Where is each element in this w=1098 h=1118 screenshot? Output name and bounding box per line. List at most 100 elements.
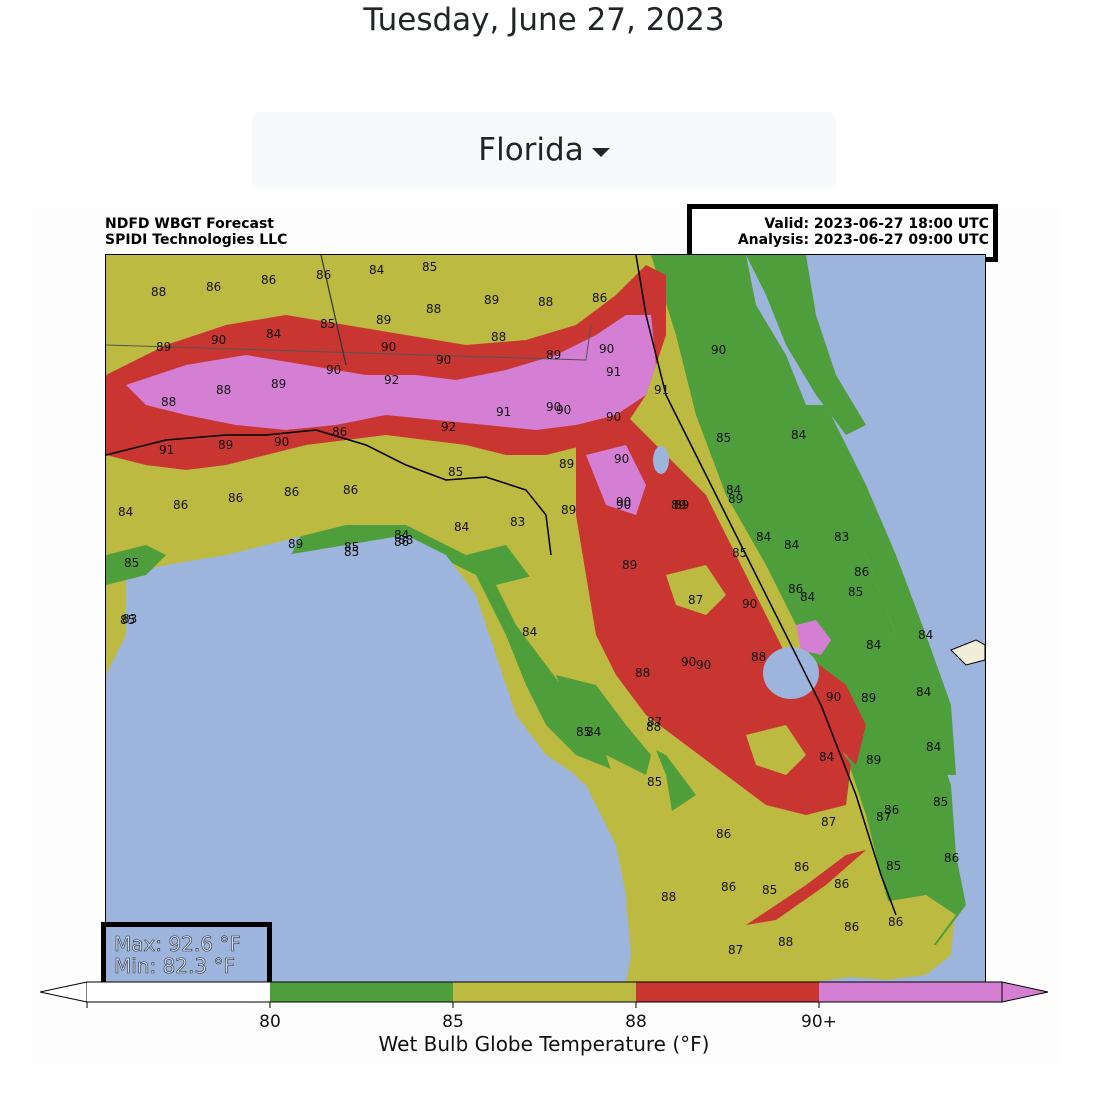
colorbar-seg-88-90 — [636, 982, 819, 1002]
contour-label: 89 — [559, 457, 575, 471]
contour-label: 84 — [586, 725, 602, 739]
contour-label: 85 — [716, 431, 732, 445]
contour-label: 92 — [384, 373, 400, 387]
contour-label: 85 — [848, 585, 864, 599]
contour-label: 87 — [821, 815, 837, 829]
contour-label: 85 — [647, 775, 663, 789]
florida-map: 88 86 86 86 84 85 89 90 84 85 89 88 89 88 86 88 88 89 90 90… — [105, 254, 986, 984]
contour-label: 85 — [576, 725, 592, 739]
contour-label: 84 — [522, 625, 538, 639]
contour-label: 91 — [654, 383, 670, 397]
contour-label: 88 — [398, 533, 414, 547]
contour-label: 86 — [884, 803, 900, 817]
contour-label: 88 — [491, 330, 507, 344]
contour-label: 84 — [800, 590, 816, 604]
analysis-time: Analysis: 2023-06-27 09:00 UTC — [737, 232, 989, 248]
contour-label: 84 — [918, 628, 934, 642]
contour-label: 90 — [742, 597, 758, 611]
contour-label: 86 — [173, 498, 189, 512]
contour-label: 85 — [933, 795, 949, 809]
contour-label: 86 — [844, 920, 860, 934]
contour-label: 90 — [826, 690, 842, 704]
contour-label: 88 — [646, 720, 662, 734]
colorbar-tick: 85 — [442, 1012, 464, 1032]
contour-label: 86 — [206, 280, 222, 294]
contour-label: 85 — [344, 540, 360, 554]
map-title-line1: NDFD WBGT Forecast — [105, 216, 274, 232]
contour-label: 83 — [510, 515, 526, 529]
contour-label: 89 — [546, 348, 562, 362]
region-dropdown[interactable]: Florida — [252, 112, 836, 188]
page-date: Tuesday, June 27, 2023 — [363, 2, 725, 38]
map-title-line2: SPIDI Technologies LLC — [105, 232, 288, 248]
contour-label: 88 — [635, 666, 651, 680]
colorbar — [40, 981, 1049, 1008]
colorbar-seg-below80 — [87, 982, 270, 1002]
colorbar-seg-90plus — [819, 982, 1002, 1002]
contour-label: 85 — [120, 613, 136, 627]
contour-label: 92 — [441, 420, 457, 434]
contour-label: 84 — [791, 428, 807, 442]
contour-label: 84 — [369, 263, 385, 277]
contour-label: 84 — [266, 327, 282, 341]
contour-label: 86 — [228, 491, 244, 505]
contour-label: 86 — [788, 582, 804, 596]
valid-time: Valid: 2023-06-27 18:00 UTC — [764, 216, 989, 232]
region-dropdown-label: Florida — [478, 132, 584, 168]
contour-label: 90 — [681, 655, 697, 669]
contour-label: 87 — [688, 593, 704, 607]
contour-label: 86 — [316, 268, 332, 282]
contour-label: 86 — [284, 485, 300, 499]
contour-label: 89 — [271, 377, 287, 391]
contour-label: 84 — [819, 750, 835, 764]
colorbar-under-arrow — [40, 981, 88, 1003]
contour-label: 90 — [436, 353, 452, 367]
caret-down-icon — [591, 147, 610, 157]
contour-label: 83 — [834, 530, 850, 544]
colorbar-seg-80-85 — [270, 982, 453, 1002]
contour-label: 90 — [381, 340, 397, 354]
contour-label: 84 — [784, 538, 800, 552]
max-value: Max: 92.6 °F — [114, 932, 241, 956]
contour-label: 90 — [599, 342, 615, 356]
contour-label: 87 — [728, 943, 744, 957]
contour-label: 89 — [861, 691, 877, 705]
contour-label: 85 — [320, 317, 336, 331]
contour-label: 90 — [614, 452, 630, 466]
contour-label: 84 — [916, 685, 932, 699]
contour-label: 84 — [756, 530, 772, 544]
colorbar-over-arrow — [1001, 981, 1049, 1003]
contour-label: 85 — [124, 556, 140, 570]
contour-label: 87 — [647, 715, 663, 729]
contour-label: 89 — [866, 753, 882, 767]
contour-label: 91 — [496, 405, 512, 419]
contour-label: 89 — [156, 340, 172, 354]
contour-label: 90 — [274, 435, 290, 449]
contour-label: 85 — [886, 859, 902, 873]
contour-label: 90 — [696, 658, 712, 672]
contour-label: 90 — [546, 400, 562, 414]
contour-label: 89 — [484, 293, 500, 307]
contour-label: 86 — [592, 291, 608, 305]
contour-label: 90 — [616, 495, 632, 509]
contour-label: 88 — [426, 302, 442, 316]
contour-label: 86 — [794, 860, 810, 874]
contour-label: 84 — [866, 638, 882, 652]
contour-label: 88 — [151, 285, 167, 299]
contour-label: 88 — [161, 395, 177, 409]
forecast-times-box: Valid: 2023-06-27 18:00 UTC Analysis: 20… — [687, 204, 998, 262]
contour-label: 89 — [218, 438, 234, 452]
contour-label: 86 — [721, 880, 737, 894]
contour-label: 88 — [778, 935, 794, 949]
contour-label: 90 — [326, 363, 342, 377]
contour-label: 86 — [343, 483, 359, 497]
contour-label: 85 — [344, 545, 360, 559]
contour-label: 84 — [394, 528, 410, 542]
contour-label: 85 — [422, 260, 438, 274]
contour-label: 88 — [538, 295, 554, 309]
contour-label: 86 — [888, 915, 904, 929]
contour-label: 87 — [876, 810, 892, 824]
max-min-box: Max: 92.6 °F Min: 82.3 °F — [101, 922, 272, 990]
contour-label: 86 — [944, 851, 960, 865]
contour-label: 89 — [288, 537, 304, 551]
